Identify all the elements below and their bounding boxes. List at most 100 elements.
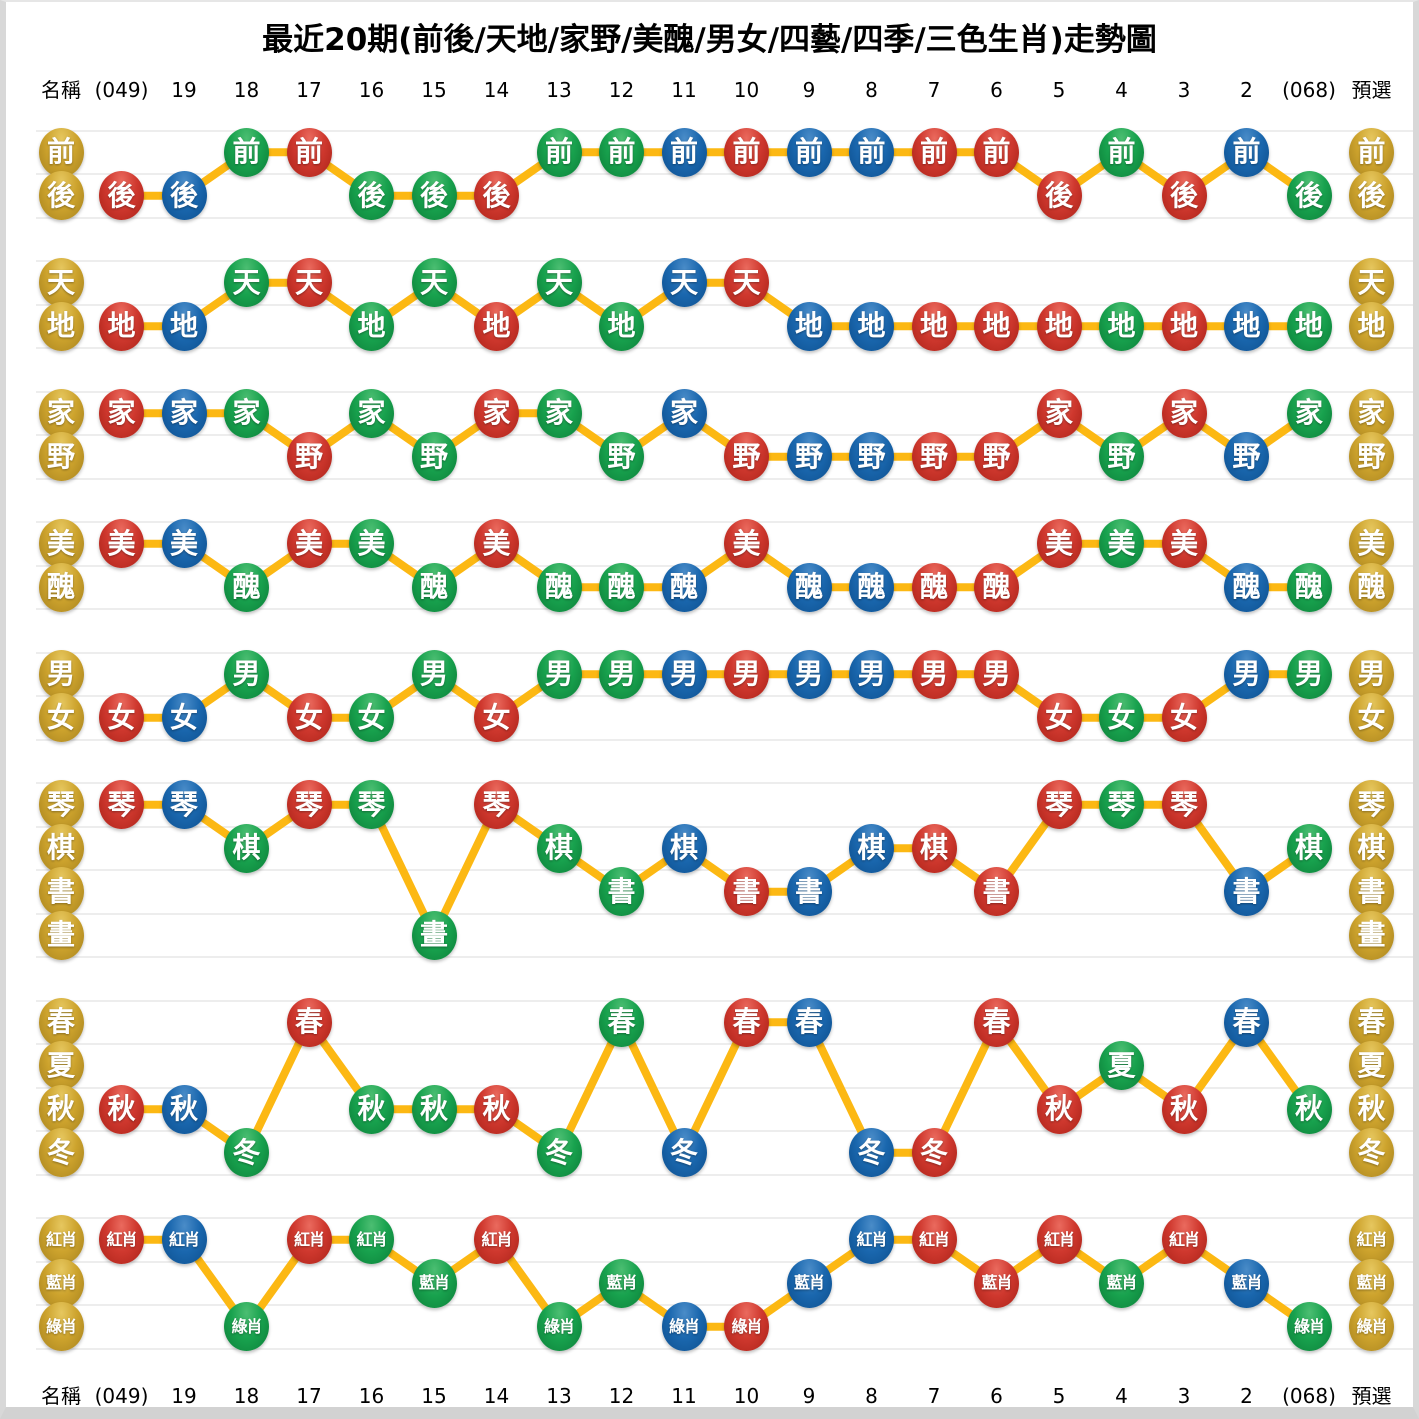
period-column-label: (049)	[94, 78, 149, 102]
period-column-label: 18	[233, 1384, 260, 1408]
period-footer-row: 名稱 (049) 19 18 17 16 15 14 13 12 11 10 9 8 7 6 5 4 3 2 (068)…	[6, 1384, 1413, 1408]
row-label-left: 琴	[38, 780, 84, 830]
chart-title: 最近20期(前後/天地/家野/美醜/男女/四藝/四季/三色生肖)走勢圖	[262, 22, 1157, 58]
data-point: 琴	[1036, 780, 1082, 830]
data-point: 綠肖	[661, 1302, 707, 1352]
data-point: 冬	[911, 1128, 957, 1178]
data-point: 藍肖	[1224, 1258, 1269, 1308]
row-label-right: 紅肖	[1349, 1215, 1394, 1265]
data-point: 男	[911, 649, 957, 699]
row-label-right: 畫	[1349, 910, 1394, 960]
data-point: 地	[786, 301, 832, 351]
data-point: 書	[599, 867, 644, 917]
data-point: 地	[911, 301, 957, 351]
data-point: 後	[161, 171, 207, 221]
data-point: 男	[536, 649, 582, 699]
row-label-right: 女	[1349, 693, 1394, 743]
data-point: 男	[411, 649, 457, 699]
data-point: 琴	[161, 780, 207, 830]
data-point: 地	[1161, 301, 1207, 351]
period-column-label: (049)	[94, 1384, 149, 1408]
period-column-label: 9	[802, 78, 816, 102]
data-point: 地	[474, 301, 519, 351]
data-point: 美	[1036, 519, 1082, 569]
data-point: 秋	[1286, 1084, 1332, 1134]
data-point: 家	[1161, 388, 1207, 438]
data-point: 美	[99, 519, 144, 569]
data-point: 琴	[1161, 780, 1207, 830]
data-point: 綠肖	[224, 1302, 269, 1352]
data-point: 琴	[286, 780, 332, 830]
data-point: 琴	[349, 780, 394, 830]
data-point: 書	[974, 867, 1019, 917]
data-point: 春	[724, 997, 769, 1047]
row-label-right: 書	[1349, 867, 1394, 917]
gridline	[36, 1347, 1413, 1350]
data-point: 男	[1224, 649, 1269, 699]
gridline	[36, 564, 1413, 567]
gridline	[36, 390, 1413, 393]
row-label-right: 美	[1349, 519, 1394, 569]
data-point: 地	[349, 301, 394, 351]
data-point: 野	[1224, 432, 1269, 482]
row-label-right: 地	[1349, 301, 1394, 351]
data-point: 醜	[786, 562, 832, 612]
data-point: 前	[599, 127, 644, 177]
data-point: 女	[99, 693, 144, 743]
data-point: 秋	[161, 1084, 207, 1134]
data-point: 家	[474, 388, 519, 438]
data-point: 紅肖	[286, 1215, 332, 1265]
row-label-right: 醜	[1349, 562, 1394, 612]
gridline	[36, 956, 1413, 958]
data-point: 天	[536, 258, 582, 308]
period-column-label: 6	[990, 1384, 1003, 1408]
data-point: 前	[724, 127, 769, 177]
period-column-label: 8	[865, 1384, 878, 1408]
period-column-label: 13	[546, 78, 572, 102]
gridline	[36, 1043, 1413, 1045]
data-point: 家	[1286, 388, 1332, 438]
data-point: 女	[161, 693, 207, 743]
data-point: 紅肖	[911, 1215, 957, 1265]
row-label-right: 棋	[1349, 823, 1394, 873]
data-point: 家	[99, 388, 144, 438]
data-point: 冬	[849, 1128, 894, 1178]
period-column-label: 3	[1177, 1384, 1191, 1408]
data-point: 醜	[911, 562, 957, 612]
row-label-left: 紅肖	[38, 1215, 84, 1265]
data-point: 後	[349, 171, 394, 221]
row-label-right: 琴	[1349, 780, 1394, 830]
row-label-left: 男	[38, 649, 84, 699]
data-point: 藍肖	[599, 1258, 644, 1308]
data-point: 畫	[411, 910, 457, 960]
gridline	[36, 825, 1413, 828]
data-point: 地	[1036, 301, 1082, 351]
data-point: 秋	[349, 1084, 394, 1134]
data-point: 醜	[661, 562, 707, 612]
data-point: 前	[974, 127, 1019, 177]
trend-lines-layer	[117, 148, 1313, 1331]
period-column-label: 7	[927, 78, 941, 102]
gridline	[36, 521, 1413, 523]
data-point: 男	[224, 649, 269, 699]
gridline	[36, 1304, 1413, 1306]
data-point: 美	[1161, 519, 1207, 569]
gridline	[36, 651, 1413, 654]
period-column-label: 8	[865, 78, 878, 102]
data-point: 棋	[849, 823, 894, 873]
data-point: 地	[1099, 301, 1144, 351]
data-point: 後	[411, 171, 457, 221]
data-point: 美	[286, 519, 332, 569]
data-point: 琴	[1099, 780, 1144, 830]
data-point: 美	[724, 519, 769, 569]
data-point: 後	[474, 171, 519, 221]
data-point: 醜	[411, 562, 457, 612]
data-point: 秋	[1161, 1084, 1207, 1134]
period-column-label: 4	[1115, 1384, 1128, 1408]
gridline	[36, 173, 1413, 175]
data-point: 男	[724, 649, 769, 699]
row-label-left: 天	[38, 258, 84, 308]
gridline	[36, 477, 1413, 480]
data-point: 女	[1161, 693, 1207, 743]
data-point: 野	[724, 432, 769, 482]
